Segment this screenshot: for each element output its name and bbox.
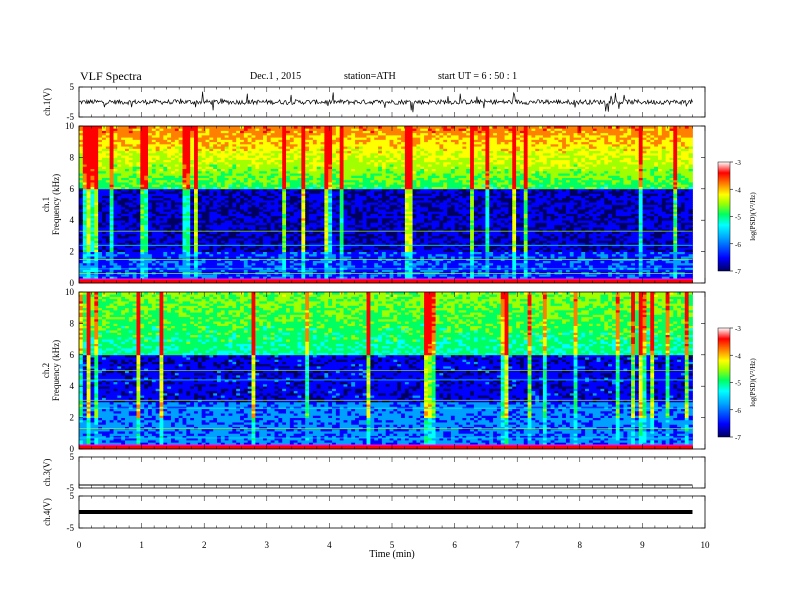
y-axis-label: ch.1(V)	[42, 88, 52, 116]
ch1-trace	[79, 92, 693, 113]
colorbar-label: log(PSD)(V²/Hz)	[749, 358, 757, 407]
y-axis-label: Frequency (kHz)	[51, 340, 61, 401]
x-tick-label: 9	[640, 540, 645, 550]
ch2-spectrogram-panel: -3 -4 -5 -6 -7 log(PSD)(V²/Hz) ch.2 Frequency (…	[41, 287, 757, 454]
colorbar	[718, 162, 730, 271]
ch1-waveform-panel: ch.1(V)5-5	[42, 82, 705, 122]
colorbar-tick-label: -7	[735, 434, 741, 442]
x-tick-label: 2	[202, 540, 207, 550]
x-tick-label: 7	[515, 540, 520, 550]
colorbar-tick-label: -3	[735, 159, 741, 167]
y-axis-label: ch.4(V)	[42, 498, 52, 526]
y-axis-label: Frequency (kHz)	[51, 174, 61, 235]
colorbar-tick-label: -6	[735, 407, 741, 415]
y-tick-label: 4	[70, 215, 75, 225]
x-tick-label: 10	[701, 540, 711, 550]
y-tick-label: 6	[70, 184, 75, 194]
ch4-waveform-panel: ch.4(V) 5 -5	[42, 491, 705, 533]
y-tick-label: 5	[70, 82, 75, 92]
colorbar-tick-label: -3	[735, 325, 741, 333]
y-tick-label: 5	[70, 452, 75, 462]
y-tick-label: 2	[70, 247, 75, 257]
y-tick-label: 2	[70, 413, 75, 423]
colorbar	[718, 328, 730, 437]
y-tick-label: 4	[70, 381, 75, 391]
y-tick-label: 8	[70, 318, 75, 328]
y-axis-label: ch.3(V)	[42, 459, 52, 487]
y-tick-label: 6	[70, 350, 75, 360]
vlf-spectra-figure: ch.1(V)5-5-3-4-5-6-7log(PSD)(V²/Hz)ch.1 F…	[0, 0, 792, 612]
x-tick-label: 3	[265, 540, 270, 550]
colorbar-tick-label: -5	[735, 214, 741, 222]
x-tick-label: 0	[77, 540, 82, 550]
ch1-spectrogram-panel: -3 -4 -5 -6 -7 log(PSD)(V²/Hz) ch.1 Frequency (…	[41, 121, 757, 288]
x-tick-label: 1	[139, 540, 144, 550]
y-axis-label: ch.1	[41, 197, 51, 212]
y-tick-label: 8	[70, 152, 75, 162]
colorbar-tick-label: -4	[735, 352, 741, 360]
y-tick-label: 10	[65, 287, 75, 297]
x-tick-label: 6	[452, 540, 457, 550]
x-axis-label: Time (min)	[369, 549, 414, 560]
ch3-waveform-panel: ch.3(V)5-5	[42, 452, 705, 493]
colorbar-tick-label: -7	[735, 268, 741, 276]
y-axis-label: ch.2	[41, 363, 51, 378]
colorbar-tick-label: -5	[735, 380, 741, 388]
y-tick-label: 5	[70, 491, 75, 501]
y-tick-label: 10	[65, 121, 75, 131]
y-tick-label: -5	[67, 523, 75, 533]
colorbar-label: log(PSD)(V²/Hz)	[749, 192, 757, 241]
colorbar-tick-label: -4	[735, 186, 741, 194]
x-tick-label: 8	[578, 540, 583, 550]
colorbar-tick-label: -6	[735, 241, 741, 249]
x-tick-label: 4	[327, 540, 332, 550]
